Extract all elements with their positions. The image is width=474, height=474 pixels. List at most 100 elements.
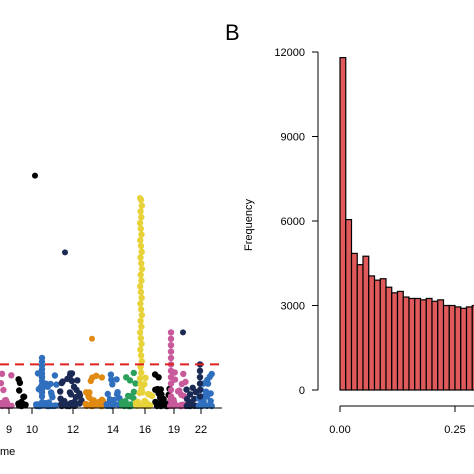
snp-point (71, 402, 79, 409)
snp-point (68, 377, 76, 385)
highlight-point (137, 195, 143, 201)
snp-point (167, 374, 175, 381)
snp-point (137, 300, 144, 307)
y-tick-label: 6000 (281, 216, 305, 228)
highlight-point (89, 335, 95, 342)
snp-point (137, 346, 144, 353)
highlight-point (32, 172, 38, 179)
snp-point (137, 317, 144, 325)
histogram: B Frequency 0 3000 6000 9000 12000 0.00 0.25 (225, 20, 474, 436)
snp-point (138, 265, 146, 273)
snp-point (138, 386, 145, 394)
snp-point (208, 370, 215, 378)
histogram-bar (419, 299, 427, 391)
snp-point (196, 380, 204, 387)
histogram-bar (350, 252, 358, 391)
snp-point (167, 342, 175, 349)
histogram-bar (408, 297, 416, 391)
snp-point (138, 323, 145, 330)
snp-point (130, 388, 138, 395)
snp-point (191, 402, 198, 409)
snp-point (182, 378, 189, 386)
x-tick-label: 0.25 (444, 424, 465, 436)
highlight-point (180, 329, 186, 336)
snp-point (138, 248, 145, 255)
snp-point (205, 402, 213, 409)
y-tick-label: 9000 (281, 132, 305, 144)
snp-point (196, 386, 204, 394)
snp-point (136, 329, 144, 336)
snp-point (78, 397, 85, 404)
x-tick-label: 14 (107, 424, 119, 436)
snp-point (138, 369, 145, 376)
snp-point (183, 402, 190, 410)
snp-point (138, 294, 145, 301)
snp-point (136, 219, 144, 227)
histogram-bar (465, 306, 473, 391)
snp-point (155, 374, 162, 381)
snp-point (137, 254, 144, 261)
snp-point (84, 390, 91, 397)
y-tick-label: 3000 (281, 301, 305, 313)
snp-point (167, 329, 175, 336)
snp-point (136, 283, 144, 290)
histogram-bar (437, 299, 445, 391)
snp-point (186, 391, 194, 398)
snp-point (138, 214, 145, 221)
snp-point (0, 380, 5, 387)
snp-point (196, 374, 204, 381)
histogram-bar (362, 255, 370, 391)
snp-point (138, 358, 145, 365)
snp-point (38, 354, 46, 362)
snp-point (183, 395, 191, 403)
snp-point (196, 393, 204, 400)
histogram-bar (379, 278, 387, 391)
y-tick-label: 0 (299, 385, 305, 397)
y-axis-label: Frequency (243, 199, 255, 251)
histogram-bar (431, 300, 439, 391)
snp-point (119, 401, 126, 409)
snp-point (196, 367, 204, 374)
x-axis-label: me (0, 446, 15, 458)
snp-point (98, 374, 106, 381)
snp-point (167, 348, 175, 355)
panel-label-b: B (225, 20, 240, 45)
snp-point (205, 391, 212, 398)
snp-point (53, 381, 60, 388)
snp-point (176, 387, 183, 394)
snp-point (130, 369, 137, 377)
snp-point (76, 390, 83, 397)
histogram-bar (402, 296, 410, 391)
snp-point (113, 376, 120, 383)
snp-point (59, 378, 66, 385)
snp-point (138, 260, 145, 267)
snp-point (67, 391, 75, 398)
snp-point (171, 401, 179, 409)
snp-point (48, 391, 55, 398)
snp-point (83, 402, 90, 409)
snp-point (109, 381, 116, 388)
snp-point (137, 306, 145, 313)
snp-point (20, 393, 27, 401)
x-tick-label: 9 (6, 424, 12, 436)
snp-point (103, 401, 110, 408)
x-tick-label: 10 (26, 424, 38, 436)
snp-point (74, 377, 81, 384)
snp-point (167, 367, 175, 374)
histogram-bar (454, 306, 462, 391)
histogram-bar (356, 264, 364, 391)
snp-point (167, 380, 175, 387)
snp-point (127, 401, 134, 408)
histogram-bar (368, 275, 376, 391)
snp-point (140, 402, 147, 409)
histogram-bar (396, 290, 404, 391)
snp-point (138, 340, 145, 348)
snp-point (137, 237, 144, 244)
snp-point (107, 371, 115, 378)
histogram-bar (345, 218, 353, 391)
snp-point (88, 402, 95, 409)
histogram-bar (339, 57, 347, 391)
snp-point (123, 374, 130, 381)
histogram-bar (425, 297, 433, 391)
snp-point (167, 354, 175, 362)
